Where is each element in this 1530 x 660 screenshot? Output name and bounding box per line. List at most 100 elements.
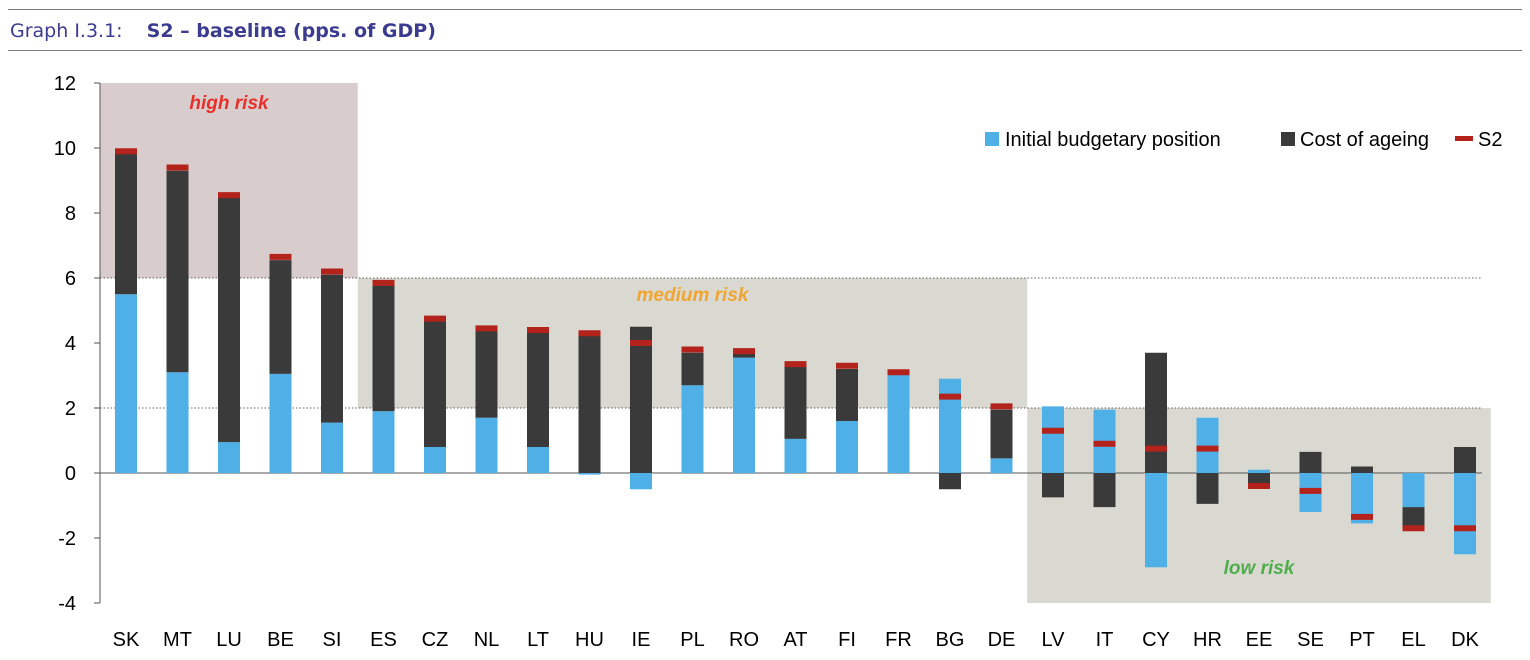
bar-cost-of-ageing bbox=[939, 473, 961, 490]
x-tick-label: DK bbox=[1451, 629, 1479, 651]
s2-marker bbox=[1145, 445, 1167, 452]
bar-initial-budgetary-position bbox=[578, 473, 601, 475]
x-tick-label: LV bbox=[1042, 629, 1066, 651]
legend-label-initial-budgetary-position: Initial budgetary position bbox=[1005, 129, 1221, 151]
y-tick-label: 10 bbox=[54, 138, 76, 160]
bar-cost-of-ageing bbox=[424, 320, 446, 447]
bar-cost-of-ageing bbox=[681, 352, 704, 386]
x-tick-label: IT bbox=[1096, 629, 1114, 651]
bar-cost-of-ageing bbox=[321, 274, 343, 423]
bar-cost-of-ageing bbox=[1299, 451, 1322, 473]
y-tick-label: -2 bbox=[58, 528, 76, 550]
x-tick-label: PL bbox=[680, 629, 704, 651]
s2-marker bbox=[578, 330, 601, 337]
s2-marker bbox=[166, 164, 189, 171]
s2-marker bbox=[1042, 427, 1064, 434]
s2-marker bbox=[269, 253, 292, 260]
s2-marker bbox=[527, 327, 549, 333]
bar-initial-budgetary-position bbox=[218, 442, 240, 473]
risk-zone-label: medium risk bbox=[637, 285, 750, 306]
x-tick-label: SK bbox=[113, 629, 140, 651]
x-tick-label: FR bbox=[885, 629, 912, 651]
bar-cost-of-ageing bbox=[527, 331, 549, 447]
s2-marker bbox=[424, 315, 446, 322]
bar-cost-of-ageing bbox=[1196, 473, 1219, 504]
graph-header: Graph I.3.1: S2 – baseline (pps. of GDP) bbox=[10, 20, 436, 42]
s2-marker bbox=[887, 369, 910, 376]
bar-initial-budgetary-position bbox=[681, 385, 704, 473]
s2-marker bbox=[836, 362, 858, 369]
bar-cost-of-ageing bbox=[269, 260, 292, 374]
x-tick-label: LU bbox=[216, 629, 242, 651]
y-tick-label: 8 bbox=[65, 203, 76, 225]
bar-initial-budgetary-position bbox=[939, 378, 961, 473]
x-tick-label: DE bbox=[988, 629, 1016, 651]
bar-initial-budgetary-position bbox=[269, 373, 292, 473]
x-tick-label: BG bbox=[936, 629, 965, 651]
legend-swatch-initial-budgetary-position bbox=[985, 132, 999, 146]
bar-initial-budgetary-position bbox=[1248, 469, 1270, 473]
x-tick-label: SI bbox=[323, 629, 342, 651]
x-tick-label: CZ bbox=[422, 629, 449, 651]
bar-initial-budgetary-position bbox=[887, 373, 910, 473]
bar-initial-budgetary-position bbox=[166, 372, 189, 473]
x-tick-label: EL bbox=[1401, 629, 1425, 651]
s2-marker bbox=[1402, 525, 1425, 532]
x-tick-label: FI bbox=[838, 629, 856, 651]
bar-cost-of-ageing bbox=[1454, 447, 1476, 473]
x-tick-label: HR bbox=[1193, 629, 1222, 651]
y-tick-label: 0 bbox=[65, 463, 76, 485]
s2-marker bbox=[1351, 513, 1373, 520]
bar-initial-budgetary-position bbox=[424, 447, 446, 473]
y-tick-label: 12 bbox=[54, 73, 76, 95]
graph-label: Graph I.3.1: bbox=[10, 20, 123, 42]
legend-label-s2: S2 bbox=[1478, 129, 1502, 151]
x-tick-label: PT bbox=[1349, 629, 1375, 651]
x-tick-label: NL bbox=[474, 629, 500, 651]
s2-marker bbox=[630, 340, 652, 346]
y-tick-label: 4 bbox=[65, 333, 76, 355]
x-tick-label: ES bbox=[370, 629, 397, 651]
bar-initial-budgetary-position bbox=[1454, 473, 1476, 555]
y-tick-label: 6 bbox=[65, 268, 76, 290]
x-tick-label: CY bbox=[1142, 629, 1170, 651]
x-tick-label: LT bbox=[527, 629, 549, 651]
x-tick-label: MT bbox=[163, 629, 192, 651]
bar-cost-of-ageing bbox=[990, 409, 1013, 459]
x-tick-label: AT bbox=[783, 629, 807, 651]
bar-initial-budgetary-position bbox=[527, 447, 549, 473]
bar-cost-of-ageing bbox=[1093, 473, 1116, 508]
s2-marker bbox=[1248, 483, 1270, 489]
bar-cost-of-ageing bbox=[372, 284, 395, 412]
s2-marker bbox=[990, 403, 1013, 410]
legend-label-cost-of-ageing: Cost of ageing bbox=[1300, 129, 1429, 151]
x-tick-label: SE bbox=[1297, 629, 1324, 651]
bar-cost-of-ageing bbox=[115, 152, 137, 295]
bar-initial-budgetary-position bbox=[733, 357, 755, 473]
s2-marker bbox=[1093, 440, 1116, 447]
s2-marker bbox=[475, 325, 498, 332]
s2-marker bbox=[784, 361, 807, 368]
bar-initial-budgetary-position bbox=[1351, 473, 1373, 524]
bar-initial-budgetary-position bbox=[115, 294, 137, 473]
risk-zone-label: low risk bbox=[1224, 558, 1296, 579]
s2-marker bbox=[321, 268, 343, 275]
top-rule bbox=[8, 9, 1522, 10]
bar-cost-of-ageing bbox=[1042, 473, 1064, 498]
s2-marker bbox=[218, 192, 240, 199]
bar-initial-budgetary-position bbox=[836, 421, 858, 473]
x-tick-label: RO bbox=[729, 629, 759, 651]
header-rule bbox=[8, 50, 1522, 51]
s2-marker bbox=[939, 393, 961, 400]
bar-cost-of-ageing bbox=[836, 369, 858, 421]
bar-cost-of-ageing bbox=[784, 365, 807, 439]
bar-cost-of-ageing bbox=[630, 326, 652, 473]
bar-cost-of-ageing bbox=[475, 330, 498, 418]
x-tick-label: BE bbox=[267, 629, 294, 651]
bar-cost-of-ageing bbox=[733, 352, 755, 358]
s2-marker bbox=[1299, 487, 1322, 494]
x-tick-label: IE bbox=[632, 629, 651, 651]
bar-initial-budgetary-position bbox=[990, 458, 1013, 473]
bar-initial-budgetary-position bbox=[1042, 406, 1064, 473]
